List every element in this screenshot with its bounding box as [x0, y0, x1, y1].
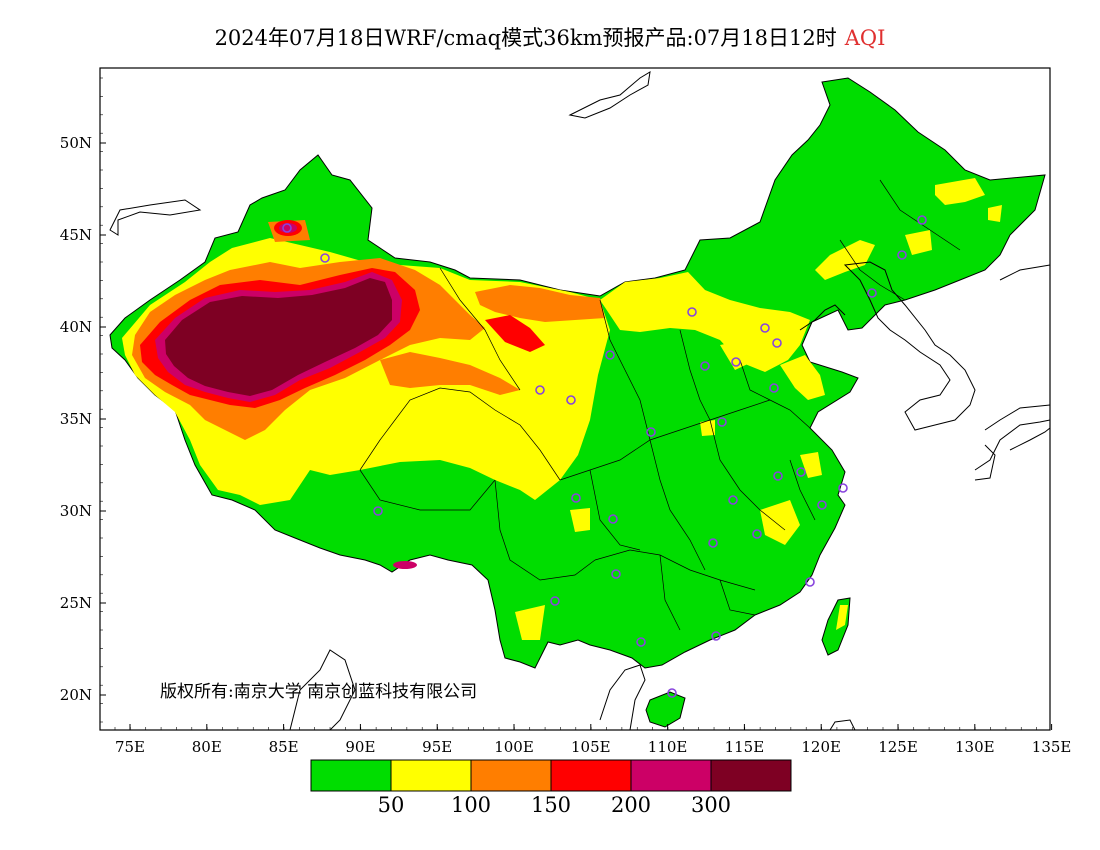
- lon-tick-label: 115E: [725, 738, 765, 756]
- station-marker: [373, 506, 383, 516]
- yellow-zone-north: [600, 272, 810, 372]
- lon-tick-label: 80E: [192, 738, 222, 756]
- station-marker: [700, 361, 710, 371]
- station-marker: [320, 253, 330, 263]
- station-marker: [687, 307, 697, 317]
- yellow-east-2: [720, 340, 752, 370]
- maroon-zone-tarim: [165, 278, 392, 396]
- station-marker: [667, 688, 677, 698]
- station-marker: [805, 577, 815, 587]
- red-zone-2: [485, 315, 545, 352]
- map-title: 2024年07月18日WRF/cmaq模式36km预报产品:07月18日12时 A…: [0, 22, 1100, 52]
- station-marker: [917, 215, 927, 225]
- legend-label: 50: [378, 793, 405, 817]
- neighbor-coastlines: [109, 71, 1051, 731]
- yellow-ne-3: [905, 230, 932, 255]
- lon-tick-label: 90E: [345, 738, 375, 756]
- legend-swatch: [310, 759, 392, 792]
- yellow-ne-4: [988, 205, 1002, 222]
- lon-tick-label: 110E: [648, 738, 688, 756]
- station-marker: [608, 514, 618, 524]
- station-marker: [773, 471, 783, 481]
- hainan-island: [645, 691, 686, 728]
- copyright-text: 版权所有:南京大学 南京创蓝科技有限公司: [160, 682, 477, 702]
- legend-label: 300: [691, 793, 731, 817]
- station-marker: [708, 538, 718, 548]
- station-marker: [571, 493, 581, 503]
- station-marker: [752, 529, 762, 539]
- lat-tick-label: 45N: [60, 226, 92, 244]
- yellow-east-4: [800, 452, 822, 478]
- longitude-axis: 75E 80E 85E 90E 95E 100E 105E 110E 115E 120E 125E 1…: [114, 724, 1072, 756]
- station-marker: [611, 569, 621, 579]
- station-marker: [769, 383, 779, 393]
- province-borders: [359, 179, 961, 631]
- lon-tick-label: 130E: [955, 738, 995, 756]
- legend-swatch: [710, 759, 792, 792]
- orange-zone-inner-mongolia: [475, 285, 605, 322]
- lon-tick-label: 125E: [878, 738, 918, 756]
- station-marker: [605, 350, 615, 360]
- station-marker: [817, 500, 827, 510]
- lat-tick-label: 20N: [60, 686, 92, 704]
- legend-swatch: [630, 759, 712, 792]
- yellow-ne-2: [815, 240, 875, 280]
- lat-tick-label: 35N: [60, 410, 92, 428]
- lon-tick-label: 135E: [1032, 738, 1072, 756]
- aqi-field: [109, 77, 1046, 728]
- lon-tick-label: 75E: [115, 738, 145, 756]
- latitude-axis: 50N 45N 40N 35N 30N 25N 20N: [60, 77, 106, 723]
- station-marker: [731, 357, 741, 367]
- aqi-legend: 50 100 150 200 300: [310, 759, 792, 817]
- lon-tick-label: 85E: [269, 738, 299, 756]
- station-marker: [566, 395, 576, 405]
- yellow-sw-2: [515, 605, 545, 640]
- station-marker: [760, 323, 770, 333]
- variable-label: AQI: [844, 26, 886, 50]
- legend-label: 150: [531, 793, 571, 817]
- station-marker: [838, 483, 848, 493]
- yellow-east-3: [760, 500, 800, 545]
- lon-tick-label: 120E: [801, 738, 841, 756]
- yellow-ne-1: [935, 178, 985, 205]
- station-marker: [867, 288, 877, 298]
- legend-label: 100: [451, 793, 491, 817]
- station-marker: [646, 427, 656, 437]
- legend-label: 200: [611, 793, 651, 817]
- monitoring-stations: [282, 215, 927, 698]
- station-marker: [711, 631, 721, 641]
- lat-tick-label: 40N: [60, 318, 92, 336]
- station-marker: [550, 596, 560, 606]
- lon-tick-label: 95E: [422, 738, 452, 756]
- station-marker: [796, 467, 806, 477]
- lon-tick-label: 100E: [494, 738, 534, 756]
- taiwan-yellow-area: [836, 605, 848, 630]
- station-marker: [717, 417, 727, 427]
- station-marker: [772, 338, 782, 348]
- station-marker: [282, 223, 292, 233]
- station-marker: [728, 495, 738, 505]
- hotspot-south-magenta: [393, 561, 417, 569]
- lon-tick-label: 105E: [571, 738, 611, 756]
- title-text: 2024年07月18日WRF/cmaq模式36km预报产品:07月18日12时: [214, 26, 837, 50]
- lat-tick-label: 30N: [60, 502, 92, 520]
- orange-zone-qinghai: [380, 352, 520, 395]
- legend-swatch: [390, 759, 472, 792]
- lat-tick-label: 25N: [60, 594, 92, 612]
- lat-tick-label: 50N: [60, 134, 92, 152]
- legend-swatch: [550, 759, 632, 792]
- station-marker: [897, 250, 907, 260]
- plot-frame: [99, 67, 1051, 731]
- yellow-east-1: [780, 355, 825, 400]
- legend-swatch: [470, 759, 552, 792]
- yellow-sw-1: [570, 508, 590, 532]
- station-marker: [535, 385, 545, 395]
- station-marker: [636, 637, 646, 647]
